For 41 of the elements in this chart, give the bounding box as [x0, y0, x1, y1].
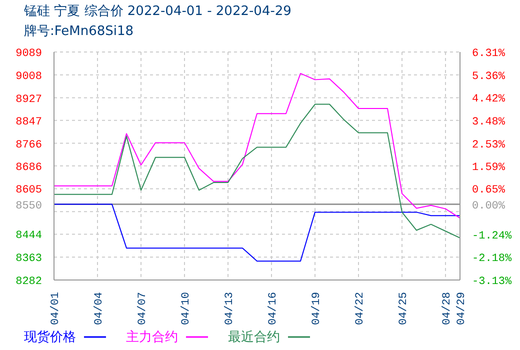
x-tick-label: 04/13: [224, 292, 236, 326]
y2-tick-label: 1.59%: [472, 162, 506, 174]
y2-tick-label: -2.18%: [472, 253, 512, 266]
x-tick-label: 04/28: [442, 292, 454, 326]
x-tick-label: 04/04: [94, 292, 106, 326]
y-tick-label: 8550: [16, 200, 42, 212]
line-series: [54, 104, 460, 238]
line-series: [54, 72, 460, 219]
y2-tick-label: 6.31%: [472, 48, 506, 60]
x-tick-label: 04/19: [311, 292, 323, 326]
y2-tick-label: 3.48%: [472, 116, 506, 128]
y-tick-label: 8847: [16, 116, 42, 128]
x-tick-label: 04/29: [456, 292, 468, 326]
y-tick-label: 8282: [16, 276, 42, 288]
line-series: [54, 204, 460, 262]
chart-title: 锰硅 宁夏 综合价 2022-04-01 - 2022-04-29: [24, 3, 292, 21]
y-tick-label: 8686: [16, 162, 42, 174]
y-tick-label: 8766: [16, 139, 42, 152]
y2-tick-label: -1.24%: [472, 230, 512, 242]
y-tick-label: 9008: [16, 70, 42, 83]
x-tick-label: 04/10: [180, 292, 192, 326]
legend-label: 主力合约: [126, 329, 179, 346]
x-tick-label: 04/22: [354, 292, 366, 326]
y2-tick-label: 0.65%: [472, 184, 506, 197]
y-tick-label: 8605: [16, 184, 42, 197]
y2-tick-label: 2.53%: [472, 139, 506, 152]
x-tick-label: 04/01: [50, 292, 62, 326]
y-tick-label: 8444: [16, 230, 42, 242]
y-tick-label: 8927: [16, 94, 42, 106]
y2-tick-label: 5.36%: [472, 70, 506, 83]
y2-tick-label: 0.00%: [472, 200, 506, 212]
chart-subtitle: 牌号:FeMn68Si18: [24, 23, 135, 41]
legend-label: 最近合约: [228, 329, 281, 346]
y2-tick-label: 4.42%: [472, 94, 506, 106]
y2-tick-label: -3.13%: [472, 276, 512, 288]
x-tick-label: 04/25: [398, 292, 410, 326]
y-tick-label: 9089: [16, 48, 42, 60]
y-tick-label: 8363: [16, 253, 42, 266]
x-tick-label: 04/16: [268, 292, 280, 326]
x-tick-label: 04/07: [137, 292, 149, 326]
legend-label: 现货价格: [24, 329, 77, 346]
